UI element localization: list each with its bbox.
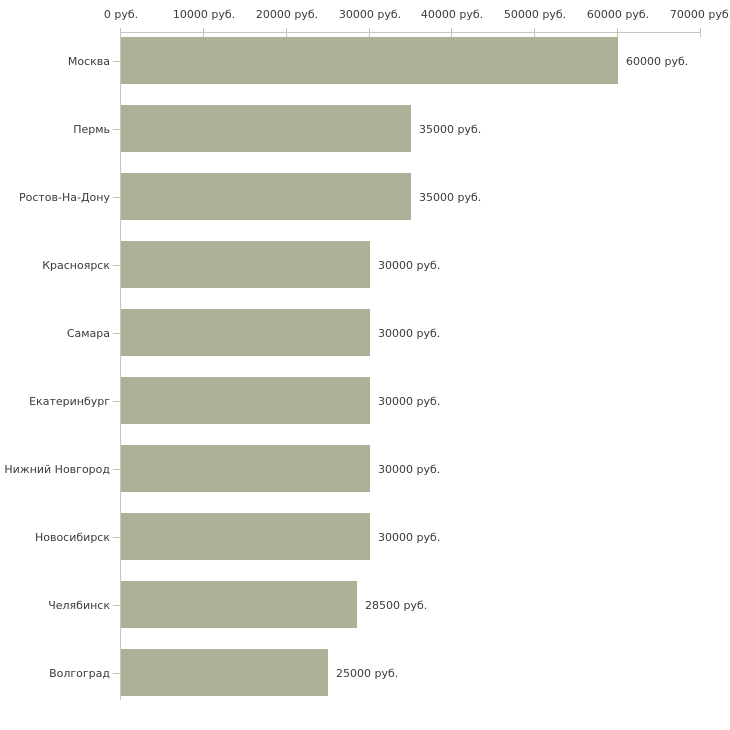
x-axis-tick-label: 40000 руб.	[420, 8, 484, 21]
category-label: Самара	[66, 327, 110, 340]
bar	[121, 173, 411, 220]
x-axis-tick	[203, 28, 204, 37]
category-label: Новосибирск	[34, 531, 110, 544]
bar	[121, 445, 370, 492]
x-axis-tick-label: 0 руб.	[103, 8, 139, 21]
x-axis-tick	[369, 28, 370, 37]
bar	[121, 309, 370, 356]
category-label: Екатеринбург	[29, 395, 110, 408]
x-axis-tick	[534, 28, 535, 37]
category-label: Челябинск	[48, 599, 110, 612]
bar-value-label: 30000 руб.	[378, 395, 441, 408]
category-label: Пермь	[73, 123, 110, 136]
y-axis-tick	[113, 129, 120, 130]
bar	[121, 105, 411, 152]
category-label: Волгоград	[49, 667, 110, 680]
bar-value-label: 35000 руб.	[419, 123, 482, 136]
bar-value-label: 35000 руб.	[419, 191, 482, 204]
y-axis-tick	[113, 605, 120, 606]
y-axis-tick	[113, 401, 120, 402]
bar	[121, 581, 357, 628]
x-axis-tick	[617, 28, 618, 37]
x-axis-tick	[120, 28, 121, 37]
y-axis-tick	[113, 333, 120, 334]
bar	[121, 649, 328, 696]
x-axis-tick-label: 20000 руб.	[255, 8, 319, 21]
bar	[121, 37, 618, 84]
x-axis-tick-label: 60000 руб.	[586, 8, 650, 21]
x-axis-line	[120, 32, 701, 33]
y-axis-tick	[113, 197, 120, 198]
bar-value-label: 30000 руб.	[378, 531, 441, 544]
x-axis-tick-label: 70000 руб.	[669, 8, 730, 21]
category-label: Ростов-На-Дону	[18, 191, 110, 204]
bar-value-label: 60000 руб.	[626, 55, 689, 68]
category-label: Нижний Новгород	[4, 463, 110, 476]
y-axis-line	[120, 32, 121, 700]
bar-value-label: 28500 руб.	[365, 599, 428, 612]
x-axis-tick-label: 10000 руб.	[172, 8, 236, 21]
x-axis-tick	[700, 28, 701, 37]
bar-value-label: 30000 руб.	[378, 327, 441, 340]
bar-value-label: 30000 руб.	[378, 259, 441, 272]
x-axis-tick	[286, 28, 287, 37]
y-axis-tick	[113, 61, 120, 62]
y-axis-tick	[113, 537, 120, 538]
category-label: Москва	[67, 55, 110, 68]
category-label: Красноярск	[42, 259, 110, 272]
bar	[121, 241, 370, 288]
bar	[121, 513, 370, 560]
bar	[121, 377, 370, 424]
y-axis-tick	[113, 673, 120, 674]
x-axis-tick	[451, 28, 452, 37]
y-axis-tick	[113, 265, 120, 266]
bar-value-label: 25000 руб.	[336, 667, 399, 680]
x-axis-tick-label: 50000 руб.	[503, 8, 567, 21]
x-axis-tick-label: 30000 руб.	[338, 8, 402, 21]
y-axis-tick	[113, 469, 120, 470]
bar-value-label: 30000 руб.	[378, 463, 441, 476]
